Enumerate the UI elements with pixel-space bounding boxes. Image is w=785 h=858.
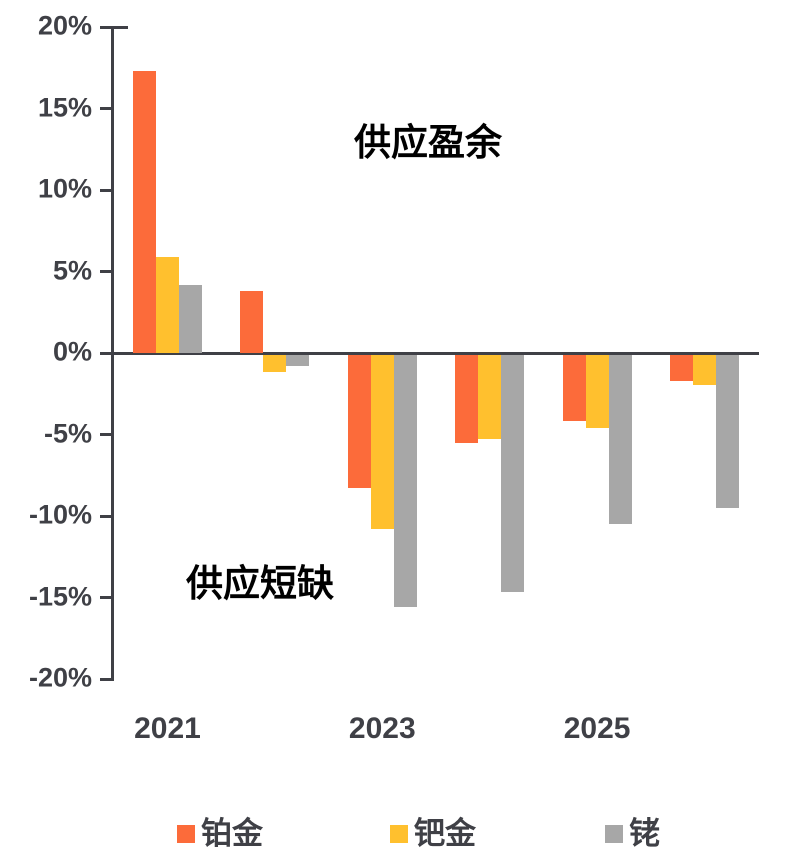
y-tick-mark [100,107,113,110]
annotation-supply-deficit: 供应短缺 [186,563,334,604]
legend-item-platinum: 铂金 [177,818,263,849]
bar-铑-2021 [179,284,202,353]
bar-铂金-2026 [670,354,693,381]
rhodium-swatch-icon [605,824,623,843]
bar-钯金-2026 [693,354,716,386]
legend-label-rhodium: 铑 [629,816,660,851]
legend-label-palladium: 钯金 [414,816,476,851]
bar-铑-2024 [501,354,525,593]
zero-baseline [113,351,759,355]
y-tick-mark [100,25,128,29]
y-tick-label-15pct: 15% [37,91,92,122]
annotation-supply-surplus: 供应盈余 [354,122,502,163]
y-tick-mark [100,433,113,436]
y-tick-label--15pct: -15% [28,580,92,611]
x-tick-label-2025: 2025 [563,712,631,745]
bar-铑-2022 [286,354,310,366]
bar-铑-2026 [716,354,739,508]
platinum-swatch-icon [177,824,195,843]
bar-钯金-2025 [585,354,609,428]
y-tick-label--10pct: -10% [28,499,92,530]
y-tick-mark [100,188,113,192]
y-tick-mark [100,677,113,681]
y-tick-label-20pct: 20% [37,10,92,41]
bar-钯金-2024 [478,354,502,440]
y-tick-label--5pct: -5% [43,417,92,448]
legend-item-rhodium: 铑 [605,818,660,849]
y-tick-mark [100,514,113,518]
y-tick-label-5pct: 5% [52,254,92,285]
y-axis-line [111,25,114,681]
y-tick-label--20pct: -20% [28,662,92,693]
y-tick-mark [100,351,113,355]
bar-钯金-2021 [156,256,179,353]
x-tick-label-2023: 2023 [348,712,416,745]
bar-铂金-2025 [562,354,586,422]
bar-铂金-2024 [455,354,479,443]
legend-label-platinum: 铂金 [201,816,263,851]
y-tick-mark [100,596,113,599]
y-tick-label-0pct: 0% [52,336,92,367]
y-tick-label-10pct: 10% [37,173,92,204]
x-tick-label-2021: 2021 [134,712,201,745]
palladium-swatch-icon [390,824,408,843]
legend-item-palladium: 钯金 [390,818,476,849]
bar-铂金-2022 [240,291,264,353]
bar-铂金-2023 [347,354,371,489]
bar-钯金-2023 [370,354,394,529]
bar-铑-2023 [393,354,417,608]
bar-铂金-2021 [133,71,156,353]
bar-铑-2025 [608,354,632,525]
bar-钯金-2022 [263,354,287,373]
y-tick-mark [100,270,113,273]
